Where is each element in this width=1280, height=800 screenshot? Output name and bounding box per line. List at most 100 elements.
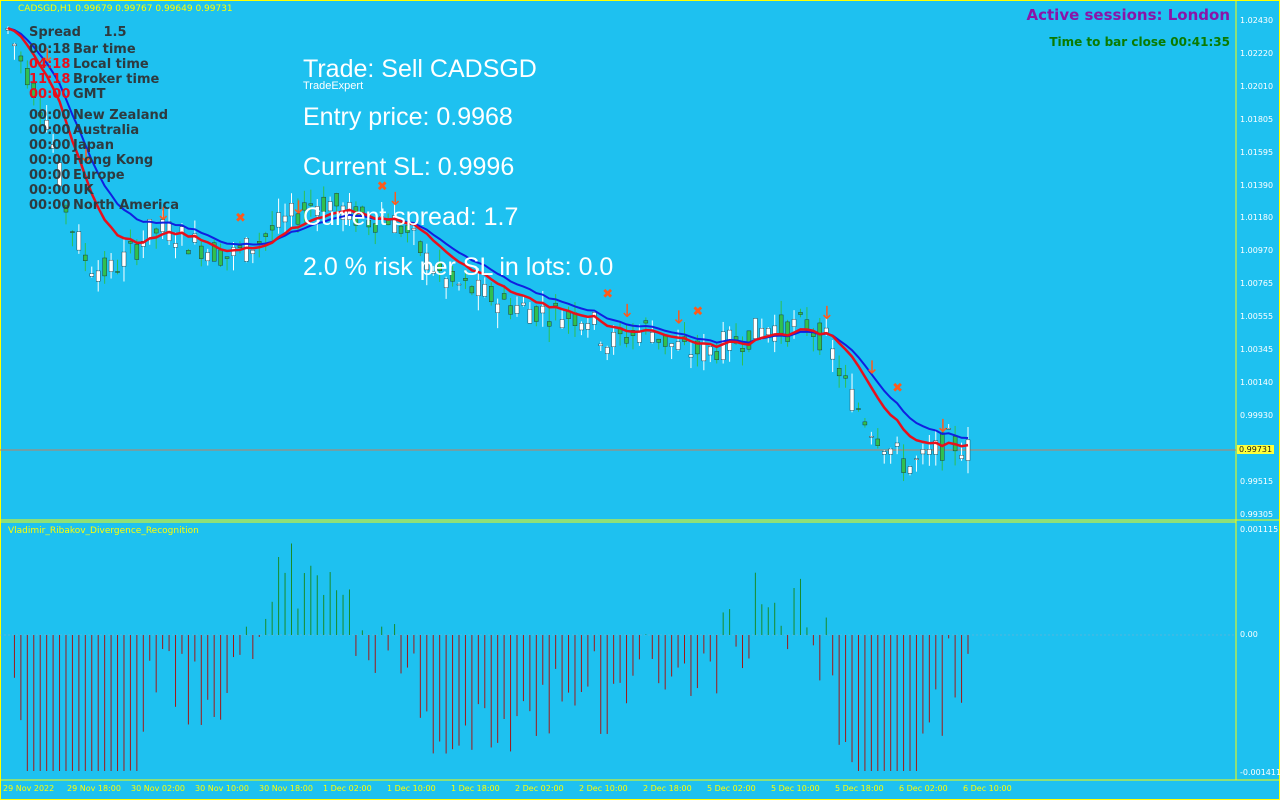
time-label: 5 Dec 02:00 [707,784,756,793]
candle [18,51,24,74]
candle [708,345,713,363]
candle [753,318,758,339]
clock-row: 00:00 North America [29,198,179,213]
candle [70,230,75,247]
clock-time: 00:00 [29,138,71,153]
exit-cross-icon: ✖ [377,179,388,194]
candle [186,248,191,255]
price-label: 1.01595 [1240,147,1274,157]
time-label: 29 Nov 18:00 [67,784,121,793]
time-label: 5 Dec 10:00 [771,784,820,793]
sell-arrow-icon: ↓ [620,301,635,322]
time-label: 30 Nov 18:00 [259,784,313,793]
time-label: 2 Dec 18:00 [643,784,692,793]
candle [405,221,410,243]
candle [89,266,94,278]
candle [244,236,249,263]
candle [308,189,314,217]
clock-row: 00:00 New Zealand [29,108,179,123]
candle [965,427,971,474]
current-spread: Current spread: 1.7 [303,203,519,231]
candle [44,105,49,133]
sell-arrow-icon: ↓ [388,189,403,210]
clock-row: 00:00 GMT [29,87,179,102]
time-label: 6 Dec 02:00 [899,784,948,793]
current-sl: Current SL: 0.9996 [303,153,515,181]
candle [637,324,642,346]
candle [282,203,288,237]
bar-close-timer: Time to bar close 00:41:35 [1049,35,1230,49]
candle [224,256,230,271]
clock-label: Bar time [73,42,136,57]
clock-label: Hong Kong [73,153,154,168]
clock-time: 00:00 [29,87,71,102]
clock-rows: 00:18 Bar time 04:18 Local time 11:18 Broker … [29,42,179,213]
candle [695,334,700,367]
candle [63,203,69,225]
clock-time: 00:18 [29,42,71,57]
sell-arrow-icon: ↓ [78,146,93,167]
clock-row: 11:18 Broker time [29,72,179,87]
candle [914,455,919,472]
candle [843,364,848,388]
trade-title: Trade: Sell CADSGD [303,55,537,83]
candle [424,243,429,286]
candle [321,186,326,215]
candle [373,222,378,245]
time-label: 5 Dec 18:00 [835,784,884,793]
candle [559,309,565,329]
time-label: 2 Dec 02:00 [515,784,564,793]
candle [785,319,790,347]
clock-label: GMT [73,87,106,102]
candle [869,431,874,445]
candle [862,418,868,428]
signal-markers: ↓↓↓ ↓ ↓↓ ↓ ↓↓↓✖✖✖✖✖ [40,45,951,436]
divergence-histogram [13,543,969,771]
candle [746,330,752,353]
price-label: 1.01180 [1240,213,1274,223]
active-sessions: Active sessions: London [1026,6,1230,24]
ma-slow-line [7,27,969,440]
price-label: 1.00555 [1240,312,1274,322]
moving-averages [7,27,969,448]
sell-arrow-icon: ↓ [864,357,879,378]
risk-lots: 2.0 % risk per SL in lots: 0.0 [303,253,614,281]
candle [508,297,513,320]
indicator-axis-label: 0.00 [1240,630,1258,639]
candle [766,326,771,343]
candle [514,296,520,317]
current-price-tag: 0.99731 [1237,445,1275,454]
candle [534,305,539,327]
clock-time: 00:00 [29,183,71,198]
indicator-axis-label: 0.001115 [1240,525,1279,534]
candle [907,465,913,476]
candle [269,211,275,241]
candle [443,276,449,299]
candle [933,429,938,466]
clock-label: North America [73,198,179,213]
time-axis[interactable]: 29 Nov 2022 29 Nov 18:00 30 Nov 02:00 30 No… [0,782,1236,800]
candle [327,196,333,212]
candle [875,428,880,449]
indicator-name: Vladimir_Ribakov_Divergence_Recognition [8,526,199,536]
candle [624,324,629,348]
price-axis[interactable]: 1.02430 1.02220 1.02010 1.01805 1.01595 1.013… [1240,0,1280,520]
candle [669,343,674,360]
candle [76,224,82,254]
candle [778,300,784,344]
candle [192,220,198,245]
spread-value: 1.5 [103,25,127,40]
candle [411,222,417,246]
clock-label: Europe [73,168,125,183]
indicator-axis[interactable]: 0.001115 0.00 -0.001411 [1240,520,1280,780]
candle [115,259,120,275]
time-label: 2 Dec 10:00 [579,784,628,793]
candle [727,326,732,362]
candle [173,232,178,259]
price-label: 1.01805 [1240,114,1274,124]
candle [482,277,487,298]
candle [263,231,268,251]
candle [50,133,56,153]
